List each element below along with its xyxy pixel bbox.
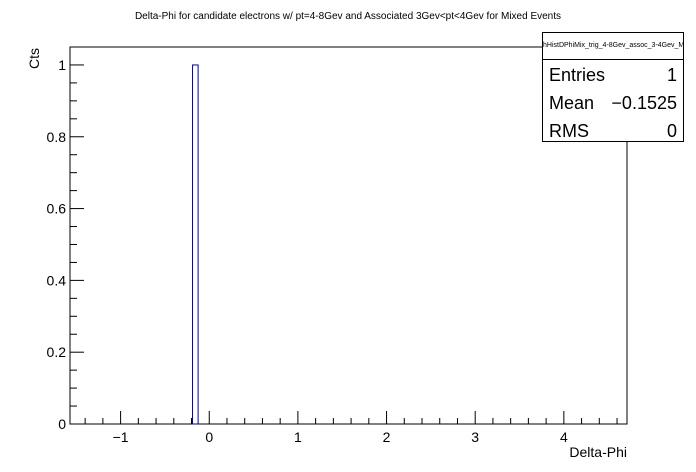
stats-row-entries: Entries 1	[549, 61, 677, 89]
stats-value: −0.1525	[611, 93, 677, 113]
y-tick-label: 0	[58, 416, 66, 432]
x-tick-label: 1	[294, 429, 302, 445]
stats-label: RMS	[549, 121, 589, 141]
stats-value: 0	[666, 121, 677, 141]
x-axis-ticks: −1 0 1 2 3 4	[84, 411, 618, 445]
y-tick-label: 0.8	[47, 129, 67, 145]
x-tick-label: 4	[560, 429, 568, 445]
stats-label: Mean	[549, 93, 595, 113]
x-axis-label: Delta-Phi	[569, 444, 627, 460]
x-tick-label: 2	[383, 429, 391, 445]
stats-value: 1	[666, 65, 677, 85]
x-tick-label: −1	[113, 429, 129, 445]
y-axis-label: Cts	[26, 48, 42, 69]
chart-title: Delta-Phi for candidate electrons w/ pt=…	[135, 11, 561, 22]
y-tick-label: 0.6	[47, 201, 67, 217]
histogram-bin	[192, 64, 199, 425]
stats-row-mean: Mean −0.1525	[549, 89, 677, 117]
x-tick-label: 3	[471, 429, 479, 445]
stats-label: Entries	[549, 65, 606, 85]
plot-frame	[69, 46, 628, 425]
y-tick-label: 1	[58, 57, 66, 73]
y-tick-label: 0.2	[47, 344, 67, 360]
stats-histogram-name: hHistDPhiMix_trig_4-8Gev_assoc_3-4Gev_MB	[543, 33, 683, 60]
histogram-bins	[192, 64, 199, 425]
y-axis-ticks: 0 0.2 0.4 0.6 0.8 1	[47, 57, 84, 432]
stats-row-rms: RMS 0	[549, 117, 677, 145]
x-tick-label: 0	[205, 429, 213, 445]
y-tick-label: 0.4	[47, 272, 67, 288]
stats-box: hHistDPhiMix_trig_4-8Gev_assoc_3-4Gev_MB…	[542, 32, 684, 142]
